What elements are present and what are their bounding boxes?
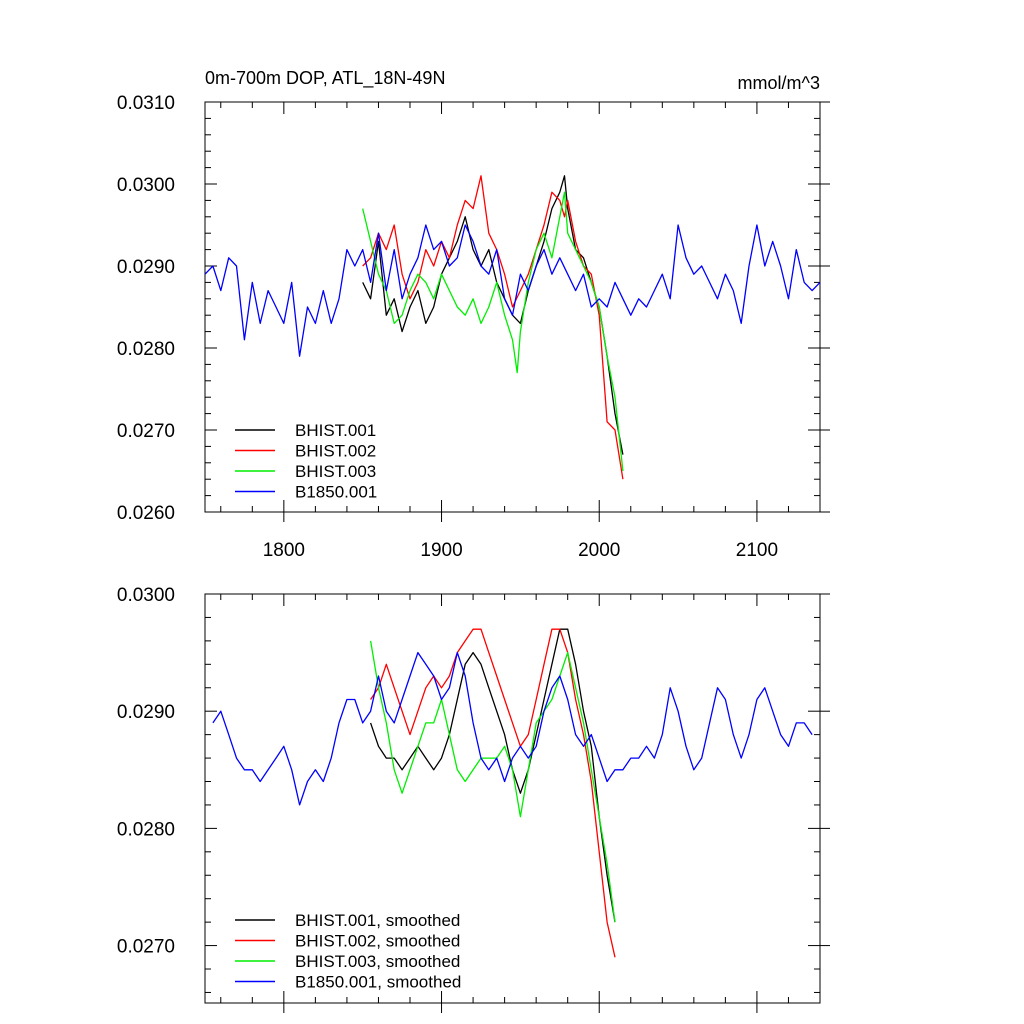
y-tick-label: 0.0270	[117, 937, 175, 958]
legend-label: BHIST.001, smoothed	[295, 911, 460, 930]
y-tick-label: 0.0300	[117, 175, 175, 196]
y-tick-label: 0.0310	[117, 93, 175, 114]
y-tick-label: 0.0260	[117, 503, 175, 524]
series-line-2	[370, 628, 616, 958]
x-tick-label: 1900	[420, 540, 462, 561]
series-line-3	[369, 640, 616, 923]
bottom-panel: 0.0270 0.0280 0.0290 0.0300 BHIST.001, smoot…	[117, 585, 830, 1013]
series-line-1	[369, 628, 616, 923]
y-tick-label: 0.0290	[117, 257, 175, 278]
y-tick-label: 0.0300	[117, 585, 175, 606]
legend-label: BHIST.003, smoothed	[295, 952, 460, 971]
series-line-4	[212, 651, 813, 806]
y-tick-label: 0.0270	[117, 421, 175, 442]
x-tick-label: 1800	[263, 540, 305, 561]
x-tick-label: 2100	[736, 540, 778, 561]
series-line-3	[362, 191, 624, 472]
x-tick-label: 2000	[578, 540, 620, 561]
legend-label: BHIST.001	[295, 421, 376, 440]
legend-label: B1850.001	[295, 483, 377, 502]
legend-label: BHIST.002, smoothed	[295, 932, 460, 951]
series-group	[212, 628, 813, 958]
y-tick-label: 0.0290	[117, 702, 175, 723]
units-label: mmol/m^3	[738, 73, 820, 93]
series-group	[205, 175, 820, 480]
y-tick-label: 0.0280	[117, 339, 175, 360]
top-panel: 1800 1900 2000 2100 0.0260 0.0270 0.0280 0.0290…	[117, 93, 830, 561]
legend-label: B1850.001, smoothed	[295, 973, 461, 992]
y-tick-label: 0.0280	[117, 819, 175, 840]
plot-frame	[204, 593, 821, 1004]
plot-frame	[204, 101, 821, 513]
chart-title: 0m-700m DOP, ATL_18N-49N	[205, 68, 445, 89]
legend-label: BHIST.002	[295, 442, 376, 461]
series-line-4	[205, 224, 820, 357]
legend-label: BHIST.003	[295, 462, 376, 481]
